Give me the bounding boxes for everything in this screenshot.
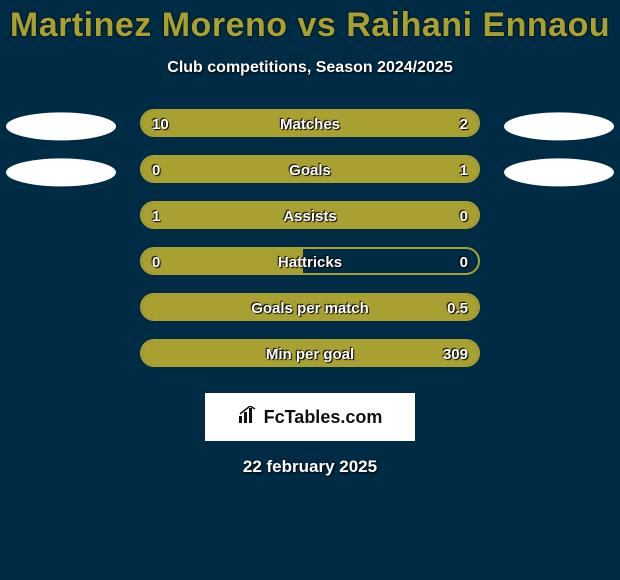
page-title: Martinez Moreno vs Raihani Ennaou [0, 0, 620, 45]
stat-row: Hattricks00 [0, 247, 620, 293]
stat-bar: Assists10 [140, 201, 480, 229]
player-marker-right [504, 112, 614, 140]
brand-badge: FcTables.com [205, 393, 415, 441]
stat-bar-fill-right [142, 295, 478, 319]
brand-chart-icon [238, 406, 260, 429]
stat-bar-fill-left [142, 203, 478, 227]
stat-row: Assists10 [0, 201, 620, 247]
brand-text: FcTables.com [264, 407, 383, 428]
stat-row: Min per goal309 [0, 339, 620, 385]
stat-bar: Goals per match0.5 [140, 293, 480, 321]
stat-bar-fill-left [142, 111, 411, 135]
stat-bar: Hattricks00 [140, 247, 480, 275]
stat-row: Matches102 [0, 109, 620, 155]
stat-bar-fill-right [411, 111, 478, 135]
stat-row: Goals01 [0, 155, 620, 201]
stat-bar: Min per goal309 [140, 339, 480, 367]
player-marker-left [6, 112, 116, 140]
stat-rows-container: Matches102 Goals01 Assists10 Hattricks00 Goa… [0, 109, 620, 385]
stat-value-right: 0 [460, 249, 468, 275]
date-text: 22 february 2025 [0, 457, 620, 477]
stat-row: Goals per match0.5 [0, 293, 620, 339]
stat-bar-fill-left [142, 341, 478, 365]
stat-bar-fill-left [142, 249, 303, 273]
stat-bar-fill-right [202, 157, 478, 181]
subtitle: Club competitions, Season 2024/2025 [0, 59, 620, 77]
player-marker-left [6, 158, 116, 186]
stat-bar-fill-left [142, 157, 202, 181]
player-marker-right [504, 158, 614, 186]
stat-bar: Matches102 [140, 109, 480, 137]
stat-bar: Goals01 [140, 155, 480, 183]
